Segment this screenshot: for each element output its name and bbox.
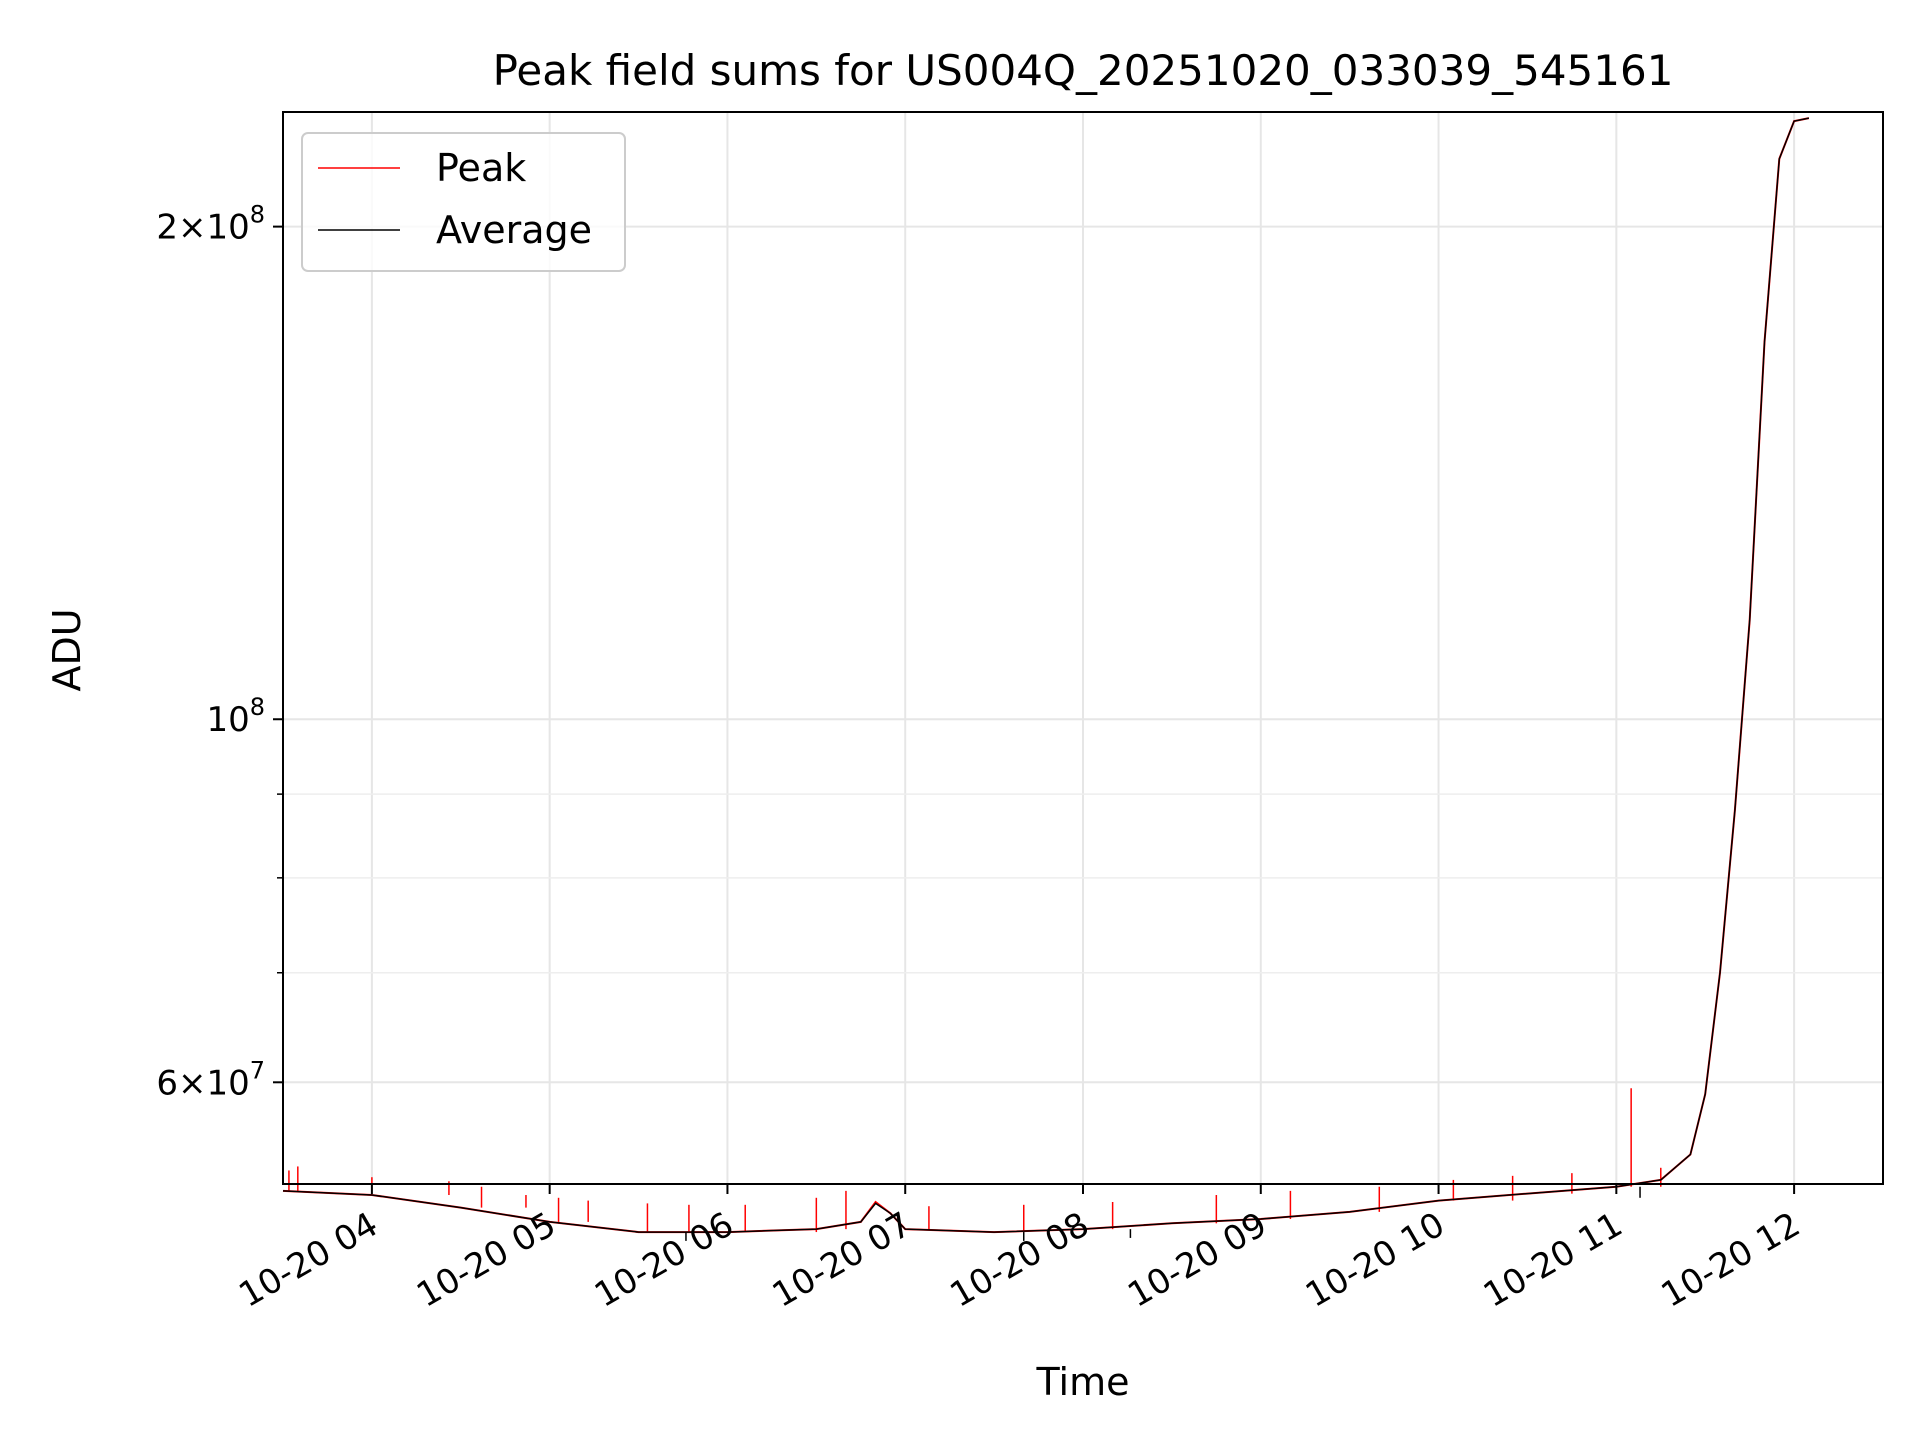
y-tick-base: 10 [206, 700, 249, 740]
legend-label-peak: Peak [436, 146, 526, 190]
y-tick-exponent: 7 [250, 1056, 265, 1084]
y-tick-base: 6×10 [156, 1063, 249, 1103]
y-tick-label: 108 [206, 693, 265, 740]
x-axis-label: Time [1036, 1360, 1130, 1404]
y-tick-label: 2×108 [156, 201, 265, 248]
grid [283, 112, 1883, 1184]
y-tick-exponent: 8 [250, 693, 265, 721]
y-tick-base: 2×10 [156, 208, 249, 248]
y-tick-label: 6×107 [156, 1056, 265, 1103]
y-tick-exponent: 8 [250, 201, 265, 229]
y-axis-label: ADU [45, 608, 89, 691]
series-line-average [282, 117, 1810, 1233]
legend: Peak Average [301, 132, 626, 272]
chart-title: Peak field sums for US004Q_20251020_0330… [493, 46, 1674, 95]
legend-label-average: Average [436, 208, 592, 252]
